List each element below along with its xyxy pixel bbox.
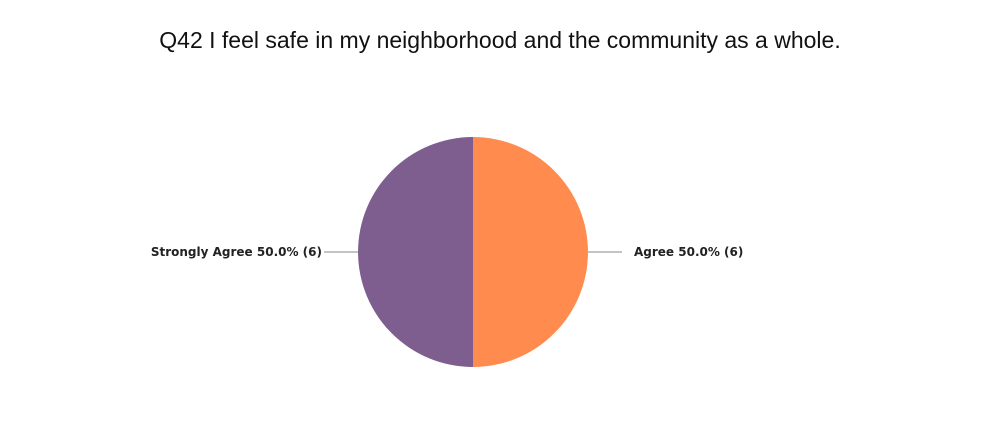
pie-labels: Agree 50.0% (6) Strongly Agree 50.0% (6) <box>151 245 744 259</box>
pie-slice-strongly-agree <box>358 137 473 367</box>
slice-label: Agree 50.0% (6) <box>634 245 743 259</box>
slice-label: Strongly Agree 50.0% (6) <box>151 245 322 259</box>
pie-slices <box>358 137 588 367</box>
pie-slice-agree <box>473 137 588 367</box>
chart-title: Q42 I feel safe in my neighborhood and t… <box>159 27 840 53</box>
